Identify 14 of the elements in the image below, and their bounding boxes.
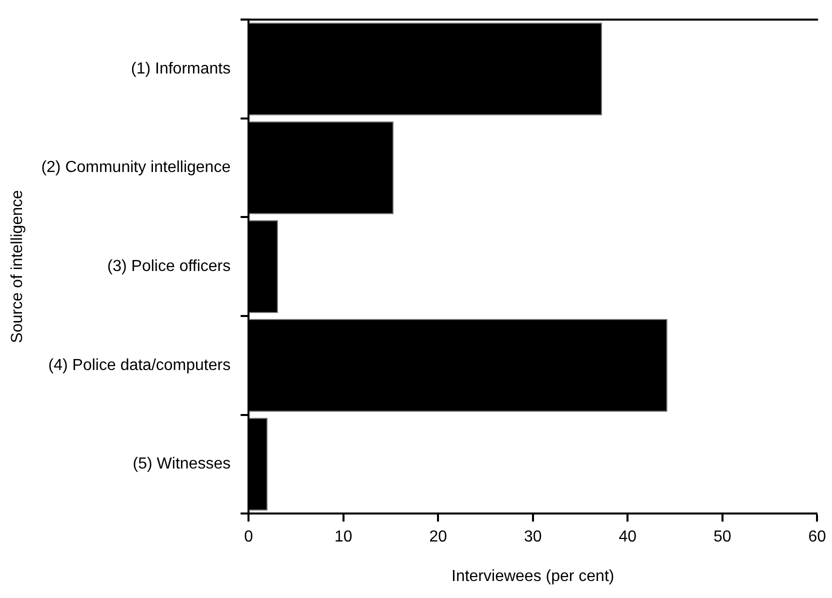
y-tick-label: (4) Police data/computers [48, 356, 231, 374]
y-axis-title: Source of intelligence [9, 190, 26, 344]
x-tick-label: 50 [713, 528, 732, 546]
y-tick-label: (1) Informants [131, 60, 231, 78]
y-tick-label: (5) Witnesses [132, 456, 231, 473]
y-tick-label: (2) Community intelligence [41, 159, 231, 176]
x-tick-label: 30 [524, 528, 542, 546]
x-tick-label: 10 [334, 528, 352, 546]
y-tick-label: (3) Police officers [107, 258, 231, 276]
x-tick-label: 0 [244, 528, 254, 546]
x-tick-label: 60 [808, 528, 826, 546]
x-tick-label: 40 [618, 528, 637, 546]
x-tick-label: 20 [429, 528, 448, 546]
x-axis-title: Interviewees (per cent) [451, 568, 614, 585]
